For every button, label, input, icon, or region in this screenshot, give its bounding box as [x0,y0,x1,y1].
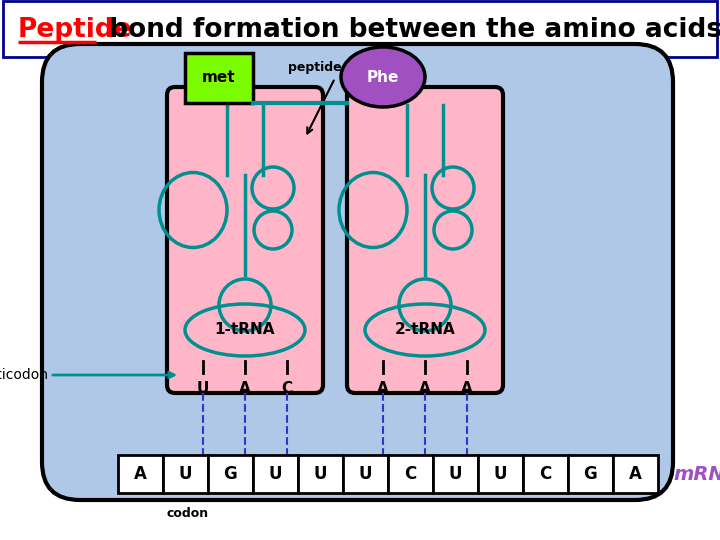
Text: U: U [359,465,372,483]
Text: G: G [584,465,598,483]
Bar [478,455,523,493]
Text: A: A [419,381,431,396]
Text: C: C [405,465,417,483]
Text: mRNA: mRNA [673,464,720,483]
Text: anticodon: anticodon [0,368,48,382]
Text: U: U [449,465,462,483]
Text: Phe: Phe [366,70,399,84]
Bar [388,455,433,493]
Bar [118,455,163,493]
Text: Peptide: Peptide [18,17,132,43]
Bar [343,455,388,493]
FancyBboxPatch shape [347,87,503,393]
Text: peptide bond: peptide bond [289,62,382,75]
Text: 2-tRNA: 2-tRNA [395,322,455,338]
Text: A: A [461,381,473,396]
Text: G: G [224,465,238,483]
Bar [433,455,478,493]
Text: A: A [629,465,642,483]
Text: U: U [179,465,192,483]
Text: 1-tRNA: 1-tRNA [215,322,275,338]
FancyBboxPatch shape [42,44,673,500]
Text: met: met [202,71,236,85]
Text: U: U [494,465,508,483]
Bar [163,455,208,493]
Bar [613,455,658,493]
Text: U: U [269,465,282,483]
FancyBboxPatch shape [3,1,717,57]
Bar [253,455,298,493]
Bar [523,455,568,493]
Text: U: U [197,381,210,396]
Bar [185,53,253,103]
Text: U: U [314,465,328,483]
Text: A: A [377,381,389,396]
FancyBboxPatch shape [167,87,323,393]
Text: A: A [134,465,147,483]
Ellipse shape [341,47,425,107]
Text: codon: codon [167,507,209,520]
Text: C: C [539,465,552,483]
Bar [208,455,253,493]
Text: C: C [282,381,292,396]
Bar [568,455,613,493]
Text: bond formation between the amino acids: bond formation between the amino acids [100,17,720,43]
Text: A: A [239,381,251,396]
Bar [298,455,343,493]
